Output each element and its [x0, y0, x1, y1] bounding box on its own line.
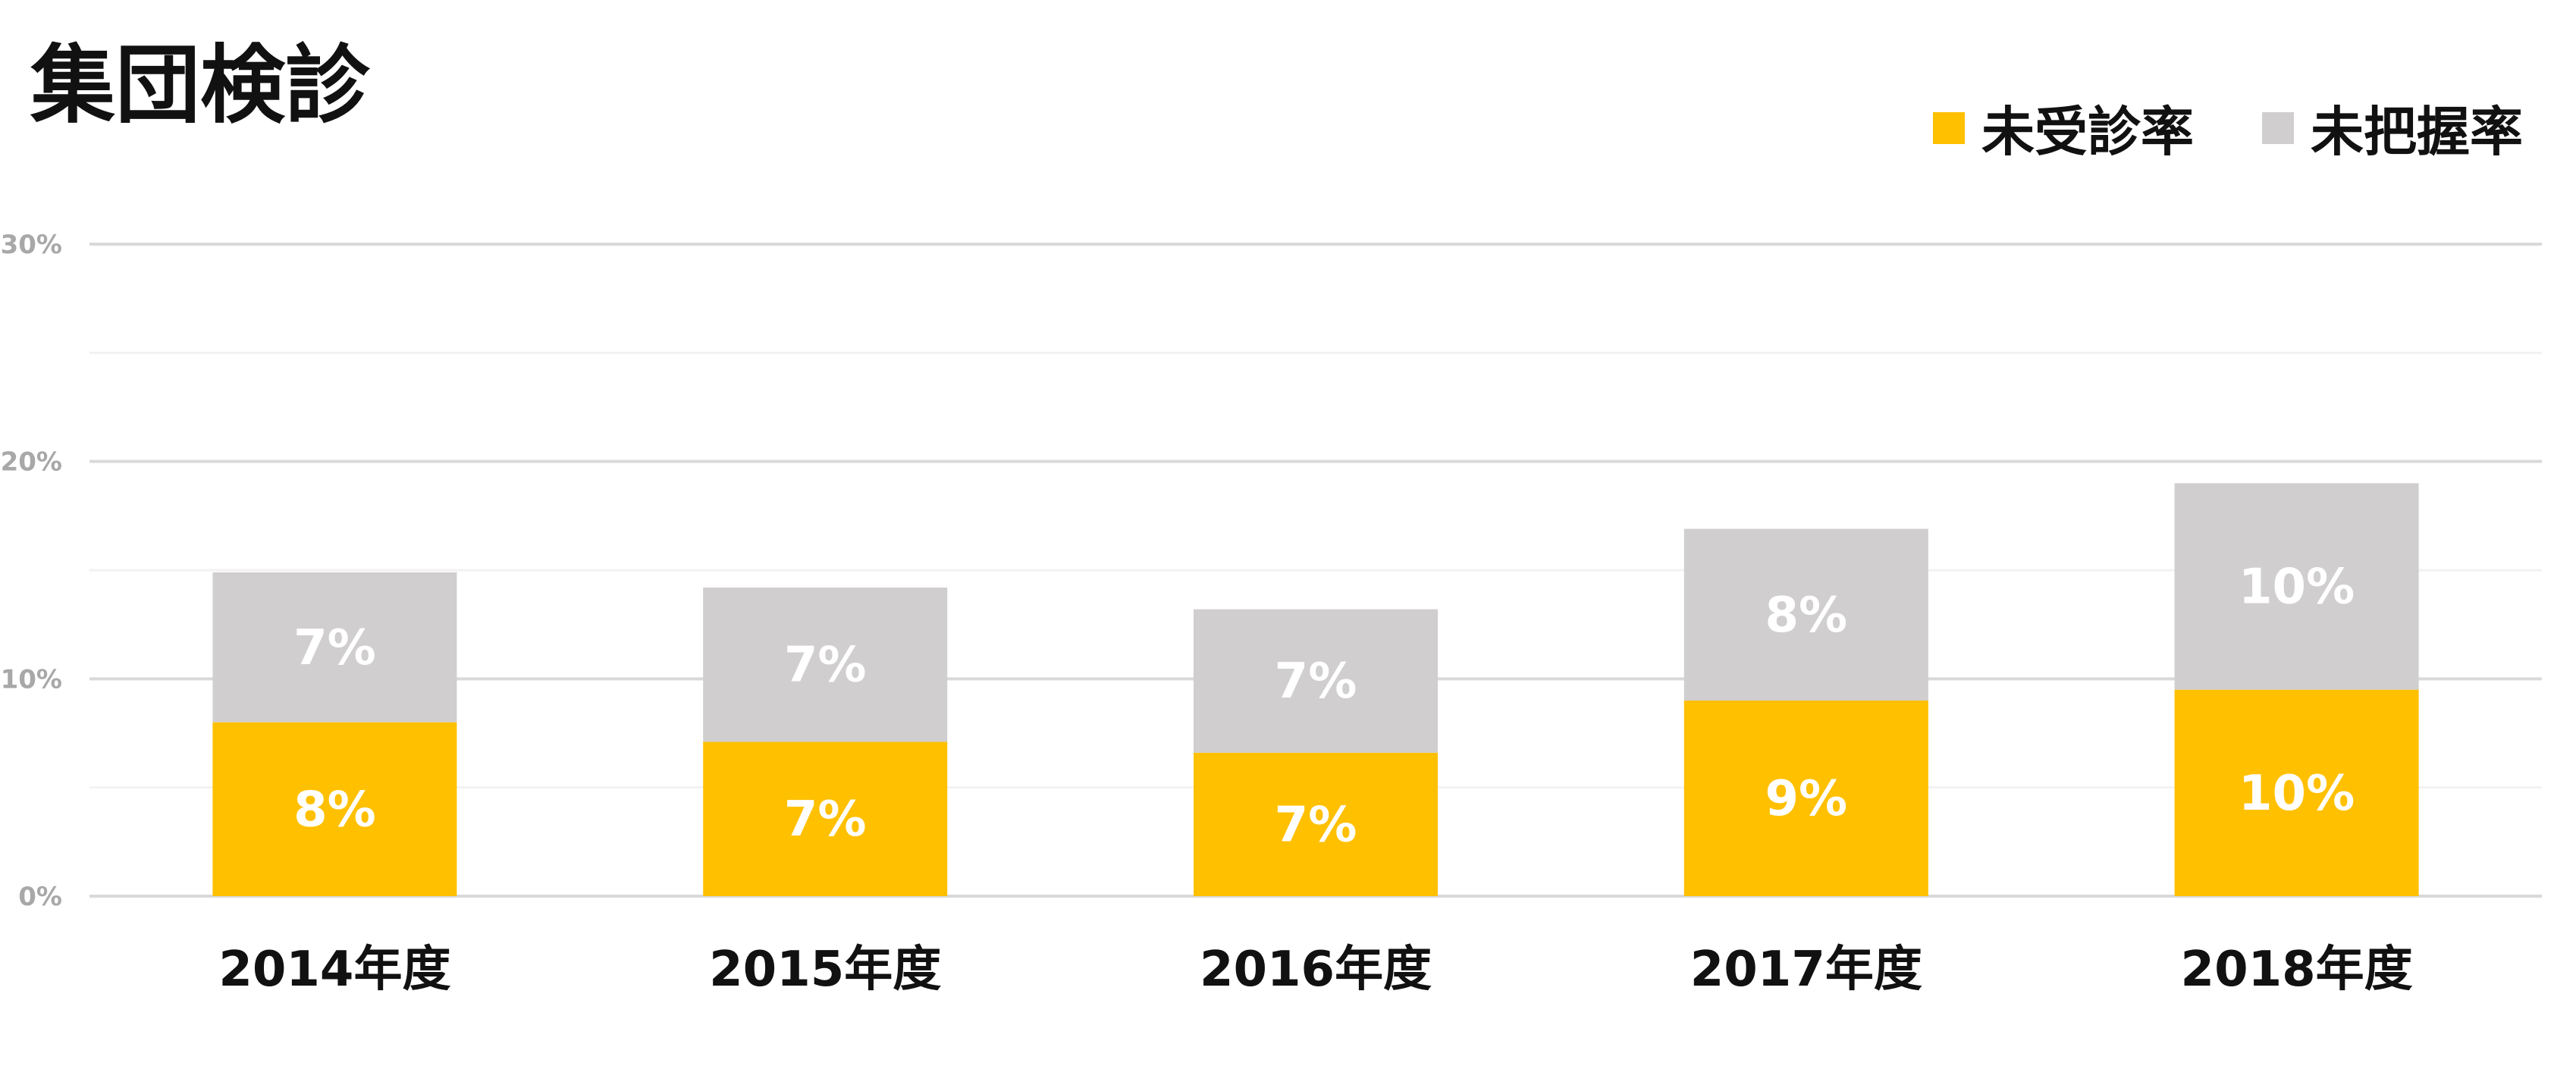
data-label: 10%: [2239, 766, 2355, 822]
legend-item-unknown: 未把握率: [2262, 89, 2523, 166]
bar-segment-unexamined: [2174, 689, 2419, 896]
bar-segment-unknown: [1194, 609, 1438, 753]
legend-item-unexamined: 未受診率: [1933, 89, 2194, 166]
data-label: 7%: [1275, 654, 1357, 710]
bar-segment-unexamined: [1683, 701, 1928, 896]
x-category-label: 2015年度: [709, 942, 941, 998]
x-category-label: 2018年度: [2181, 942, 2413, 998]
bar-segment-unknown: [2174, 483, 2419, 690]
legend: 未受診率 未把握率: [1933, 89, 2523, 166]
data-label: 9%: [1765, 771, 1847, 827]
y-tick-label: 10%: [1, 664, 62, 694]
chart-title: 集団検診: [30, 36, 370, 135]
data-label: 7%: [1275, 797, 1357, 853]
bar-segment-unexamined: [703, 741, 948, 896]
legend-swatch-unexamined: [1933, 111, 1965, 144]
bar-segment-unexamined: [212, 722, 457, 896]
legend-swatch-unknown: [2262, 111, 2294, 144]
y-tick-label: 0%: [18, 882, 62, 912]
data-label: 7%: [293, 620, 376, 676]
y-tick-label: 30%: [1, 230, 62, 260]
bar-segment-unknown: [212, 572, 457, 723]
y-tick-label: 20%: [1, 447, 62, 478]
x-category-label: 2016年度: [1200, 942, 1432, 998]
data-label: 8%: [1765, 588, 1847, 644]
data-label: 8%: [293, 782, 376, 838]
data-label: 10%: [2239, 560, 2355, 616]
legend-label-unexamined: 未受診率: [1981, 101, 2194, 163]
legend-label-unknown: 未把握率: [2311, 101, 2523, 163]
data-label: 7%: [784, 638, 867, 694]
x-category-label: 2014年度: [218, 942, 450, 998]
bar-segment-unexamined: [1194, 752, 1438, 896]
data-label: 7%: [784, 792, 867, 848]
bar-segment-unknown: [1683, 528, 1928, 701]
bar-segment-unknown: [703, 587, 948, 742]
x-category-label: 2017年度: [1690, 942, 1922, 998]
